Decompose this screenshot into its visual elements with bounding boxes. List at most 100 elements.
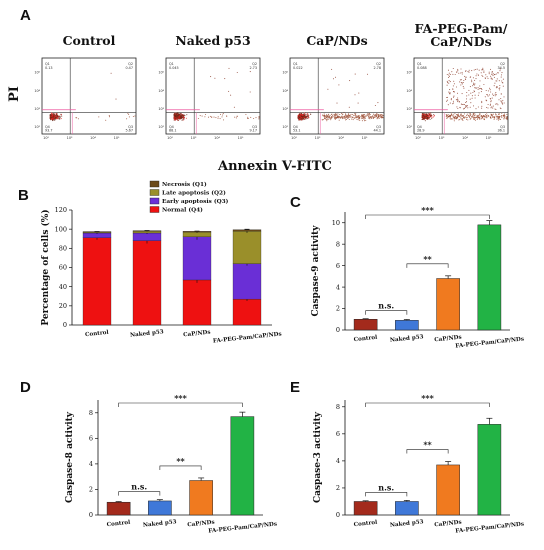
- flow-event-dot: [298, 115, 300, 117]
- flow-event-dot: [449, 73, 451, 75]
- flow-event-dot: [250, 116, 252, 118]
- flow-event-dot: [363, 114, 365, 116]
- quadrant-label-q2: Q2: [252, 62, 257, 66]
- flow-event-dot: [468, 94, 470, 96]
- flow-event-dot: [301, 112, 303, 114]
- flow-event-dot: [471, 70, 473, 72]
- quadrant-value-q4: 28.9: [417, 129, 425, 133]
- flow-event-dot: [502, 103, 504, 105]
- bar-1: [106, 501, 131, 516]
- flow-event-dot: [75, 117, 77, 119]
- flow-event-dot: [334, 116, 336, 118]
- flow-event-dot: [61, 115, 63, 117]
- flow-event-dot: [347, 114, 349, 116]
- flow-event-dot: [430, 115, 432, 117]
- flow-event-dot: [477, 87, 479, 89]
- flow-event-dot: [472, 77, 474, 79]
- flow-event-dot: [378, 115, 380, 117]
- flow-event-dot: [497, 119, 500, 121]
- flow-event-dot: [382, 117, 384, 119]
- flow-event-dot: [336, 116, 338, 119]
- flow-event-dot: [370, 117, 372, 119]
- flow-event-dot: [214, 77, 216, 79]
- significance-bracket: [365, 310, 408, 315]
- flow-event-dot: [466, 105, 468, 107]
- flow-event-dot: [489, 103, 492, 105]
- flow-event-dot: [495, 73, 497, 75]
- flow-event-dot: [477, 74, 479, 76]
- flow-event-dot: [498, 99, 500, 101]
- category-label: Control: [353, 335, 377, 343]
- flow-event-dot: [449, 89, 451, 91]
- y-tick-label: 6: [336, 430, 340, 438]
- flow-event-dot: [477, 106, 479, 108]
- flow-event-dot: [300, 117, 302, 119]
- flow-event-dot: [495, 80, 497, 82]
- flow-event-dot: [458, 119, 460, 121]
- flow-event-dot: [480, 87, 482, 89]
- flow-event-dot: [98, 116, 100, 118]
- bar-2: [395, 320, 419, 331]
- flow-event-dot: [489, 98, 491, 100]
- flow-event-dot: [134, 115, 136, 117]
- y-tick-label: 100: [55, 225, 67, 233]
- flow-event-dot: [471, 95, 473, 97]
- flow-plot-title: FA-PEG-Pam/: [414, 21, 507, 36]
- flow-event-dot: [337, 113, 339, 115]
- flow-event-dot: [177, 116, 179, 118]
- y-tick-label: 0: [89, 511, 93, 519]
- flow-event-dot: [450, 112, 452, 114]
- flow-event-dot: [504, 114, 506, 116]
- flow-event-dot: [431, 118, 433, 120]
- y-tick-label: 4: [89, 460, 93, 468]
- flow-event-dot: [447, 76, 450, 79]
- flow-event-dot: [343, 111, 345, 113]
- flow-event-dot: [421, 118, 423, 121]
- flow-event-dot: [473, 90, 475, 92]
- flow-event-dot: [506, 116, 508, 118]
- flow-event-dot: [55, 114, 57, 116]
- flow-plot-title: Control: [63, 33, 116, 48]
- quadrant-value-q2: 2.78: [373, 66, 381, 70]
- flow-event-dot: [380, 115, 382, 117]
- quadrant-value-q3: 5.67: [125, 129, 133, 133]
- flow-event-dot: [426, 114, 428, 116]
- flow-event-dot: [425, 116, 427, 118]
- flow-event-dot: [372, 113, 375, 115]
- flow-event-dot: [422, 116, 424, 118]
- flow-event-dot: [447, 82, 449, 84]
- flow-event-dot: [493, 76, 495, 78]
- flow-event-dot: [450, 99, 452, 101]
- flow-event-dot: [376, 114, 378, 116]
- flow-event-dot: [322, 119, 324, 121]
- flow-event-dot: [376, 116, 378, 118]
- stack-segment: [182, 279, 212, 326]
- flow-event-dot: [481, 102, 483, 104]
- flow-event-dot: [478, 114, 480, 116]
- quadrant-label-q2: Q2: [128, 62, 133, 66]
- flow-event-dot: [496, 118, 498, 120]
- flow-event-dot: [357, 119, 359, 121]
- flow-event-dot: [472, 105, 475, 107]
- quadrant-value-q3: 9.17: [249, 129, 257, 133]
- y-tick-label: 120: [55, 206, 67, 214]
- flow-event-dot: [348, 115, 350, 117]
- significance-bracket: [365, 402, 490, 407]
- flow-event-dot: [324, 115, 326, 117]
- significance-label: ***: [174, 393, 187, 403]
- flow-event-dot: [60, 114, 63, 116]
- flow-event-dot: [179, 116, 181, 118]
- flow-event-dot: [304, 118, 306, 120]
- flow-event-dot: [299, 115, 301, 117]
- bar-2: [395, 501, 419, 516]
- flow-event-dot: [421, 115, 423, 117]
- flow-event-dot: [341, 118, 343, 120]
- flow-event-dot: [495, 114, 497, 116]
- flow-event-dot: [363, 120, 366, 122]
- flow-event-dot: [480, 115, 482, 117]
- flow-event-dot: [480, 91, 482, 93]
- flow-event-dot: [495, 92, 497, 94]
- flow-event-dot: [55, 118, 57, 120]
- flow-x-tick: 10⁵: [238, 136, 244, 140]
- flow-event-dot: [474, 94, 476, 96]
